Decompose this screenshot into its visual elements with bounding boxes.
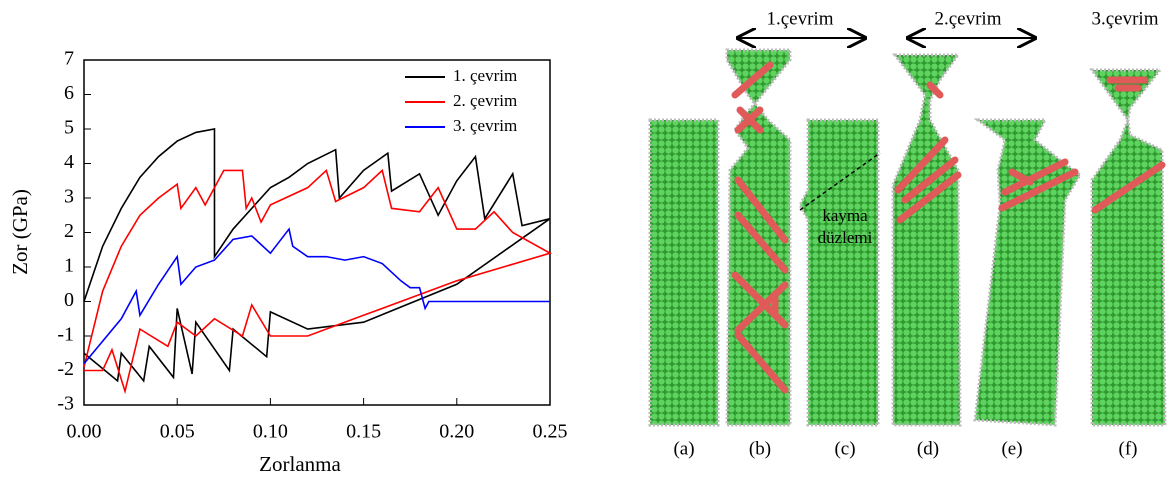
- data-line: [83, 227, 550, 365]
- data-line: [83, 168, 553, 395]
- x-tick-label: 0.00: [67, 421, 102, 443]
- legend-label: 1. çevrim: [453, 66, 517, 85]
- x-tick-label: 0.20: [439, 421, 474, 443]
- panel-c: [798, 118, 880, 427]
- annotation: düzlemi: [818, 228, 873, 247]
- cycle-label: 2.çevrim: [934, 8, 1001, 29]
- panel-d: [891, 53, 962, 427]
- annotation: kayma: [822, 206, 868, 225]
- slip-plane-line: [799, 152, 881, 211]
- y-tick-label: 4: [64, 151, 74, 173]
- x-tick-label: 0.05: [160, 421, 195, 443]
- panel-label: (a): [673, 438, 694, 459]
- panel-a: [648, 118, 720, 427]
- panel-label: (b): [749, 438, 771, 459]
- panel-label: (f): [1119, 438, 1138, 459]
- cycle-label: 3.çevrim: [1091, 8, 1158, 29]
- panel-label: (d): [917, 438, 939, 459]
- x-axis-label: Zorlanma: [259, 452, 341, 476]
- y-tick-label: 6: [64, 82, 74, 104]
- x-tick-label: 0.10: [253, 421, 288, 443]
- cycle-label: 1.çevrim: [766, 8, 833, 29]
- legend-label: 2. çevrim: [453, 91, 517, 110]
- x-tick-label: 0.15: [346, 421, 381, 443]
- y-tick-label: 5: [64, 117, 74, 139]
- y-tick-label: 3: [64, 186, 74, 208]
- panel-label: (c): [834, 438, 855, 459]
- y-tick-label: 2: [64, 220, 74, 242]
- y-tick-label: -1: [57, 324, 74, 346]
- legend-label: 3. çevrim: [453, 116, 517, 135]
- y-tick-label: 1: [64, 255, 74, 277]
- stacking-faults: [731, 61, 1166, 394]
- y-tick-label: 0: [64, 289, 74, 311]
- panel-e: [973, 118, 1082, 427]
- x-tick-label: 0.25: [533, 421, 568, 443]
- y-tick-label: 7: [64, 48, 74, 70]
- panel-label: (e): [1001, 438, 1022, 459]
- line-chart: Zorlanma Zor (GPa) 0.00 0.05 0.10 0.15 0.20 0…: [8, 48, 568, 476]
- y-axis-label: Zor (GPa): [8, 189, 32, 275]
- y-tick-label: -3: [57, 393, 74, 415]
- panel-f: [1089, 68, 1167, 427]
- atomistic-panels: [648, 48, 1167, 427]
- y-tick-label: -2: [57, 358, 74, 380]
- data-line: [83, 128, 551, 383]
